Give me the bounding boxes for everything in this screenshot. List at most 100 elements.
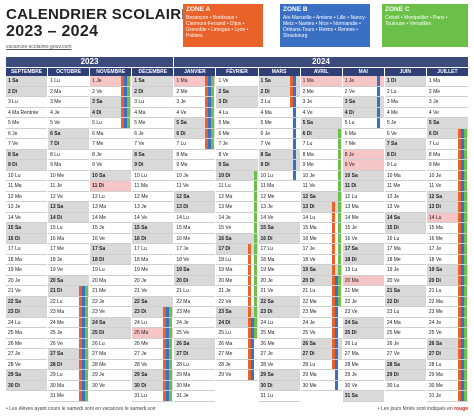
month-column: SEPTEMBRE 1 Sa 2 Di 3 Lu 4 Ma Rentrée 5 Me 6 J… <box>6 68 48 402</box>
day-cell: 19 Lu <box>90 265 132 276</box>
vacation-bar <box>247 254 251 264</box>
day-cell: 21 Lu <box>426 286 468 297</box>
vacation-bar <box>211 128 215 138</box>
day-cell: 12 Sa <box>174 191 216 202</box>
vacation-bar <box>337 275 341 285</box>
day-cell: 2 Di <box>258 86 300 97</box>
month-header: NOVEMBRE <box>90 68 132 76</box>
day-cell: 28 Lu <box>174 360 216 370</box>
vacation-bar <box>457 149 461 159</box>
day-cell: 23 Ma <box>48 307 90 318</box>
vacation-bar <box>169 307 173 317</box>
zone-a-box: ZONE A Besançon • Bordeaux • Clermont-Fe… <box>183 4 263 47</box>
day-cell: 30 Me <box>426 380 468 391</box>
website-link[interactable]: vacances-scolaires-gouv.com <box>6 44 72 50</box>
day-cell: 18 Ma <box>258 255 300 265</box>
vacation-bar <box>460 275 464 285</box>
day-cell: 2 Me <box>174 86 216 97</box>
vacation-bar <box>82 391 86 401</box>
vacation-bar <box>211 86 215 96</box>
day-cell: 9 Di <box>258 160 300 171</box>
day-cell: 25 Ve <box>426 328 468 339</box>
vacation-bar <box>163 328 167 338</box>
day-cell: 13 Ma <box>342 202 384 213</box>
day-cell: 16 Ve <box>342 234 384 244</box>
day-cell: 14 Ve <box>258 213 300 223</box>
day-cell: 11 Di <box>90 181 132 192</box>
day-cell: 30 Di <box>6 380 48 391</box>
vacation-bar <box>292 86 296 96</box>
day-cell: 24 Je <box>426 317 468 328</box>
day-cell: 20 Di <box>426 275 468 286</box>
day-cell: 5 Me <box>258 118 300 129</box>
day-cell: 15 Sa <box>258 223 300 234</box>
day-cell: 14 Ve <box>132 213 174 223</box>
vacation-bar <box>208 86 212 96</box>
vacation-bar <box>166 338 170 348</box>
vacation-bar <box>211 76 215 86</box>
day-cell: 11 Ve <box>174 181 216 192</box>
day-cell: 11 Ma <box>258 181 300 192</box>
day-cell: 17 Je <box>174 244 216 255</box>
vacation-bar <box>253 223 257 233</box>
day-cell: 10 Me <box>48 171 90 181</box>
day-cell: 5 Je <box>384 118 426 129</box>
vacation-bar <box>457 307 461 317</box>
day-cell: 16 Ma <box>48 234 90 244</box>
vacation-bar <box>331 233 335 243</box>
day-cell: 28 Sa <box>384 359 426 370</box>
day-cell: 22 Ma <box>426 296 468 307</box>
day-cell: 19 Sa <box>174 265 216 276</box>
vacation-bar <box>253 212 257 222</box>
vacation-bar <box>127 76 131 86</box>
day-cell: 6 Je <box>258 128 300 139</box>
month-header: JANVIER <box>174 68 216 76</box>
day-cell: 30 Di <box>258 380 300 391</box>
day-cell: 10 Je <box>426 170 468 181</box>
month-header: OCTOBRE <box>48 68 90 76</box>
day-cell: 19 Ve <box>48 265 90 276</box>
day-cell: 9 Me <box>300 160 342 171</box>
vacation-bar <box>457 223 461 233</box>
vacation-bar <box>82 328 86 338</box>
vacation-bar <box>163 391 167 401</box>
day-cell: 18 Ve <box>426 254 468 265</box>
vacation-bar <box>166 359 170 369</box>
vacation-bar <box>337 139 341 149</box>
vacation-bar <box>460 328 464 338</box>
day-cell: 3 Lu <box>6 97 48 108</box>
day-cell: 3 Je <box>174 97 216 108</box>
day-cell: 7 Ve <box>258 139 300 150</box>
vacation-bar <box>85 307 89 317</box>
day-cell: 13 Di <box>426 202 468 213</box>
day-cell: 10 Sa <box>90 170 132 181</box>
day-cell: 4 Ma Rentrée <box>6 108 48 118</box>
vacation-bar <box>169 349 173 359</box>
day-cell: 29 Di <box>384 370 426 381</box>
day-cell: 9 Ve <box>342 160 384 171</box>
vacation-bar <box>337 128 341 138</box>
vacation-bar <box>292 76 296 86</box>
day-cell: 19 Me <box>258 265 300 276</box>
day-cell: 7 Me <box>90 139 132 150</box>
day-cell: 12 Ve <box>48 192 90 202</box>
vacation-bar <box>166 328 170 338</box>
day-cell: 5 Ve <box>48 118 90 129</box>
day-cell: 29 Sa <box>258 370 300 381</box>
title-line-1: CALENDRIER SCOLAIRE <box>6 6 192 23</box>
day-cell: 25 Ma <box>6 328 48 339</box>
day-cell: 12 Sa <box>300 191 342 202</box>
day-cell: 21 Lu <box>300 286 342 297</box>
day-cell: 22 Sa <box>132 296 174 307</box>
vacation-bar <box>460 128 464 138</box>
day-cell: 11 Di <box>342 181 384 192</box>
day-cell: 29 Ma <box>426 370 468 381</box>
day-cell: 18 Lu <box>216 254 258 265</box>
day-cell: 14 Me <box>90 213 132 223</box>
month-column: MAI 1 Je 2 Ve 3 Sa 4 Di 5 Lu 6 Ma 7 Me 8 Je 9 Ve 1… <box>342 68 384 402</box>
day-cell: 30 Me <box>300 380 342 391</box>
day-cell: 20 Ma <box>342 275 384 286</box>
day-cell: 27 Je <box>132 349 174 360</box>
month-column: OCTOBRE 1 Lu 2 Ma 3 Me 4 Je 5 Ve 6 Sa 7 Di 8 Lu 9… <box>48 68 90 402</box>
vacation-bar <box>331 338 335 348</box>
